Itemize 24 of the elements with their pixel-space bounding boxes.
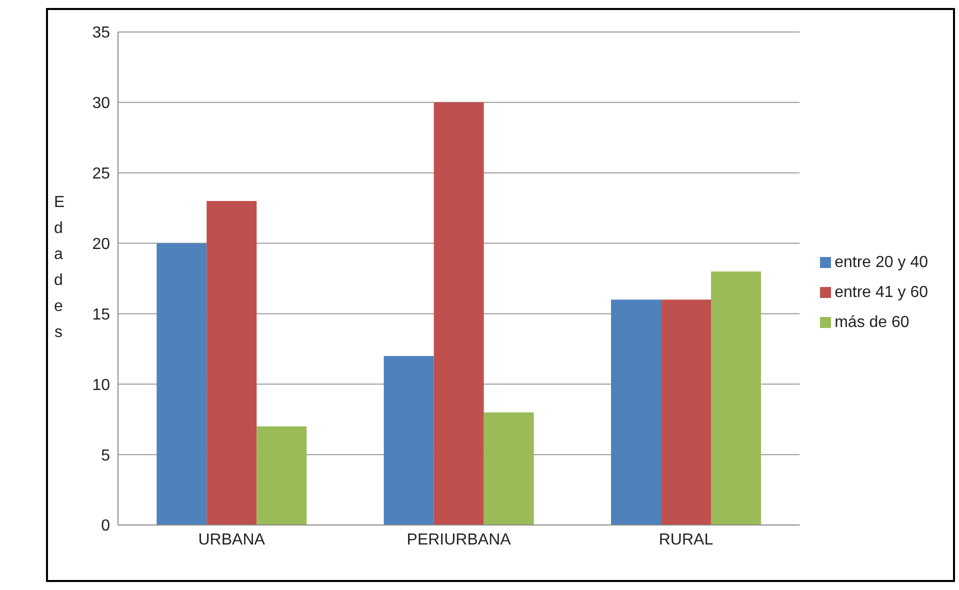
bar [661, 300, 712, 525]
bar [711, 271, 762, 525]
bar [256, 426, 307, 525]
y-tick-label: 15 [92, 306, 110, 324]
y-tick-label: 10 [92, 376, 110, 394]
x-tick-label: RURAL [658, 531, 714, 548]
bar [484, 412, 534, 525]
bar [611, 300, 662, 525]
legend-label: más de 60 [834, 314, 910, 330]
y-tick-label: 35 [92, 24, 110, 42]
x-tick-label: URBANA [198, 531, 266, 548]
y-axis-title: Edades [54, 193, 65, 343]
y-tick-label: 0 [101, 518, 110, 535]
bar [434, 102, 484, 525]
y-tick-label: 5 [101, 447, 110, 464]
y-tick-label: 25 [92, 166, 110, 183]
y-tick-label: 20 [92, 236, 110, 253]
legend-label: entre 41 y 60 [834, 284, 928, 300]
y-tick-label: 30 [92, 95, 110, 112]
bar [206, 201, 257, 525]
bar [156, 243, 207, 525]
x-tick-label: PERIURBANA [406, 531, 512, 548]
legend-label: entre 20 y 40 [834, 254, 928, 270]
bar [384, 356, 434, 525]
